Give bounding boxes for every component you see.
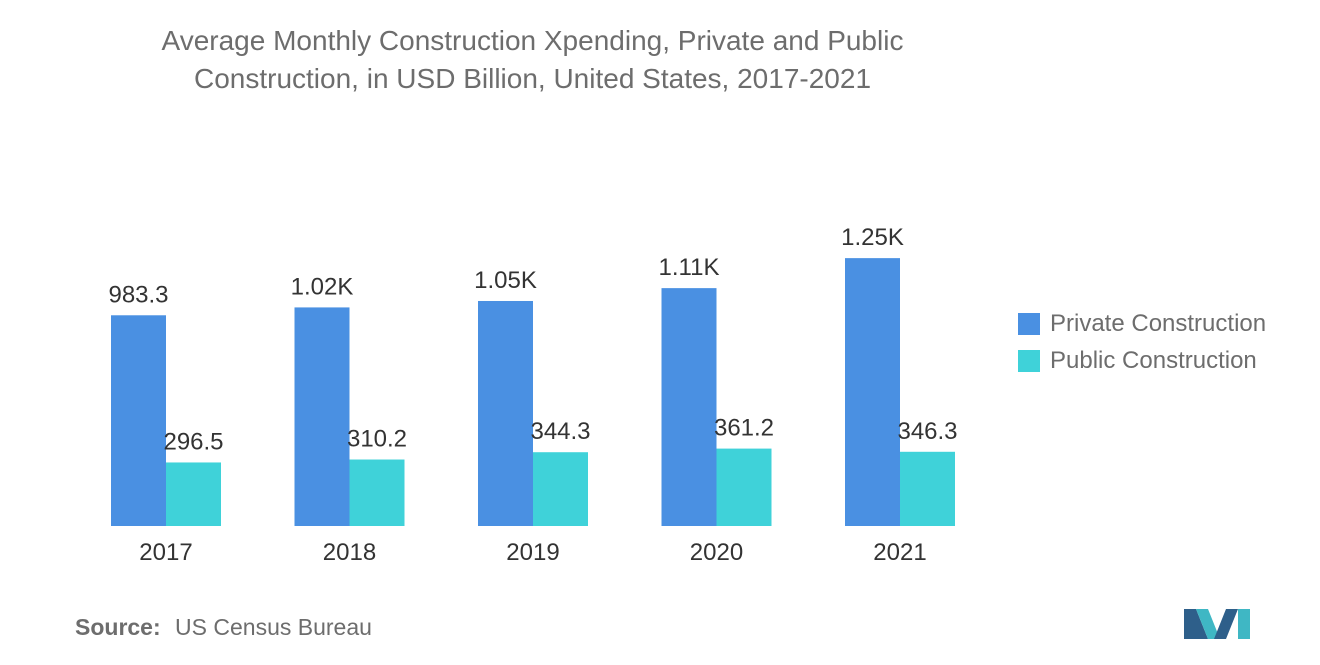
bar-public-construction-2020 — [716, 448, 772, 526]
data-label-private-construction-2020: 1.11K — [659, 254, 720, 281]
bars-group — [111, 258, 955, 526]
data-label-public-construction-2018: 310.2 — [347, 426, 407, 453]
bar-labels-group: 983.3 296.5 1.02K 310.2 1.05K 344.3 1.11K 361.2… — [108, 224, 957, 455]
bar-private-construction-2018 — [294, 307, 350, 526]
data-label-private-construction-2017: 983.3 — [108, 281, 168, 308]
source-label: Source: — [75, 614, 161, 640]
chart-title-line-2: Construction, in USD Billion, United Sta… — [193, 63, 872, 94]
x-tick-2018: 2018 — [323, 539, 376, 566]
data-label-private-construction-2019: 1.05K — [474, 267, 537, 294]
data-label-public-construction-2020: 361.2 — [714, 415, 774, 442]
bar-private-construction-2019 — [478, 300, 533, 526]
x-tick-2017: 2017 — [139, 539, 192, 566]
legend-swatch-public — [1018, 349, 1040, 372]
chart-title: Average Monthly Construction Xpending, P… — [60, 22, 1005, 98]
x-tick-2020: 2020 — [690, 539, 743, 566]
legend-swatch-private — [1018, 312, 1040, 335]
data-label-public-construction-2021: 346.3 — [897, 418, 957, 445]
bar-public-construction-2018 — [349, 459, 405, 526]
x-tick-2019: 2019 — [506, 539, 559, 566]
legend-item-public: Public Construction — [1018, 342, 1266, 379]
bar-public-construction-2021 — [900, 451, 955, 526]
legend-item-private: Private Construction — [1018, 305, 1266, 342]
data-label-public-construction-2019: 344.3 — [530, 418, 590, 445]
data-label-private-construction-2021: 1.25K — [841, 224, 904, 251]
legend: Private Construction Public Construction — [1018, 305, 1266, 379]
bar-public-construction-2019 — [533, 452, 588, 526]
bar-private-construction-2017 — [111, 315, 166, 526]
source-note: Source: US Census Bureau — [75, 614, 372, 641]
x-tick-2021: 2021 — [873, 539, 926, 566]
bar-private-construction-2021 — [845, 258, 900, 526]
x-axis-ticks: 2017 2018 2019 2020 2021 — [139, 539, 926, 566]
chart-title-line-1: Average Monthly Construction Xpending, P… — [161, 25, 904, 56]
data-label-private-construction-2018: 1.02K — [291, 273, 354, 300]
legend-label-private: Private Construction — [1050, 309, 1267, 337]
bar-private-construction-2020 — [661, 288, 717, 526]
source-text: US Census Bureau — [175, 614, 372, 640]
data-label-public-construction-2017: 296.5 — [163, 428, 223, 455]
bar-public-construction-2017 — [166, 462, 221, 526]
brand-logo — [1184, 609, 1250, 639]
bar-chart: 983.3 296.5 1.02K 310.2 1.05K 344.3 1.11K 361.2… — [108, 224, 957, 566]
legend-label-public: Public Construction — [1050, 346, 1257, 374]
